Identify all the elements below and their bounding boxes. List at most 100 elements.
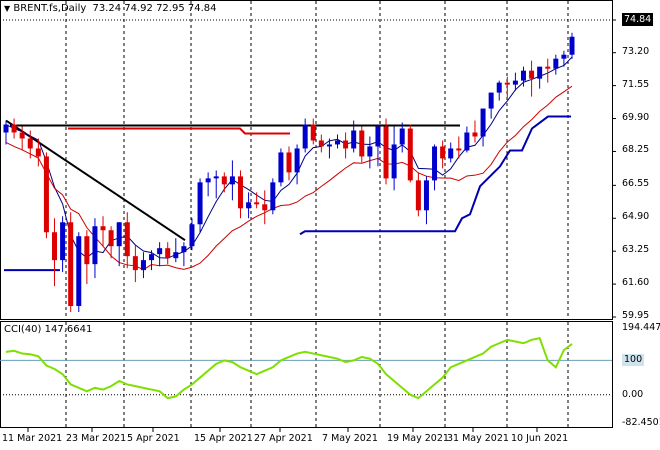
- candle: [294, 144, 300, 185]
- candle: [456, 136, 462, 159]
- candle-body: [100, 226, 106, 231]
- candle-body: [35, 148, 41, 157]
- candle-body: [488, 92, 494, 109]
- candle: [68, 212, 74, 313]
- candle: [464, 126, 470, 153]
- candle-body: [84, 236, 90, 265]
- candle-body: [213, 176, 219, 179]
- candle: [529, 60, 535, 97]
- candle-body: [367, 146, 373, 157]
- candle: [351, 120, 357, 153]
- candle: [504, 76, 510, 99]
- candle: [553, 54, 559, 75]
- cci-axis-label: 100: [622, 354, 645, 367]
- candle: [246, 192, 252, 219]
- fast-ma-line: [5, 56, 573, 259]
- candle: [383, 118, 389, 185]
- candle-body: [448, 148, 454, 159]
- candle-body: [254, 202, 260, 205]
- candle-body: [407, 128, 413, 181]
- time-axis-label: 7 May 2021: [322, 433, 378, 444]
- candle-body: [302, 124, 308, 149]
- cci-series-line: [5, 336, 573, 400]
- price-axis-label: 59.95: [622, 310, 650, 321]
- price-axis-label: 63.25: [622, 244, 650, 256]
- candle: [343, 132, 349, 159]
- price-axis-label: 64.90: [622, 211, 650, 223]
- candle: [512, 72, 518, 91]
- candle-body: [132, 256, 138, 271]
- candle: [407, 124, 413, 183]
- candle-body: [359, 130, 365, 157]
- candle-body: [480, 108, 486, 137]
- candle-body: [140, 260, 146, 271]
- candle-body: [157, 248, 163, 255]
- candle: [270, 178, 276, 215]
- candle: [221, 172, 227, 193]
- candle-body: [343, 140, 349, 149]
- candle: [254, 192, 260, 209]
- candle: [100, 216, 106, 247]
- candle: [149, 250, 155, 271]
- candle: [132, 244, 138, 283]
- symbol-label: BRENT.fs,Daily: [13, 3, 87, 14]
- candle-body: [173, 252, 179, 259]
- prev-high-level: [68, 127, 290, 135]
- candle-body: [504, 82, 510, 85]
- candle: [448, 142, 454, 163]
- candle-body: [76, 236, 82, 307]
- candle: [19, 126, 25, 151]
- cci-line: [0, 336, 612, 400]
- time-axis-label: 27 Apr 2021: [254, 433, 313, 444]
- candle: [545, 58, 551, 83]
- cci-axis-label: 194.4472: [622, 322, 660, 333]
- slow-ma-line: [5, 85, 573, 271]
- candle-body: [278, 152, 284, 183]
- time-axis-label: 5 Apr 2021: [127, 433, 180, 444]
- candle: [302, 118, 308, 153]
- candle-body: [270, 182, 276, 211]
- candle: [375, 124, 381, 167]
- candle: [335, 134, 341, 149]
- candle-body: [545, 66, 551, 69]
- candle-body: [149, 254, 155, 261]
- candle-body: [423, 180, 429, 211]
- candle: [229, 160, 235, 201]
- candle: [60, 216, 66, 273]
- candle-body: [165, 248, 171, 259]
- candle: [43, 152, 49, 239]
- time-axis-label: 15 Apr 2021: [194, 433, 253, 444]
- price-axis-label: 71.55: [622, 78, 650, 90]
- candle-body: [561, 54, 567, 59]
- price-pane-frame: [0, 0, 613, 320]
- candle-body: [529, 70, 535, 79]
- candle: [472, 120, 478, 143]
- candle: [237, 170, 243, 219]
- candle-body: [229, 176, 235, 185]
- vertical-grid: [65, 1, 569, 427]
- cci-pane-frame: [0, 321, 613, 428]
- candle-body: [326, 144, 332, 147]
- candle-body: [512, 80, 518, 85]
- price-axis-label: 61.60: [622, 277, 650, 289]
- candle-body: [399, 128, 405, 145]
- collapse-triangle-icon[interactable]: ▼: [4, 4, 11, 13]
- candle-body: [92, 226, 98, 265]
- candle-body: [108, 230, 114, 247]
- candle-body: [237, 176, 243, 209]
- candle-body: [335, 140, 341, 145]
- chart-header: ▼ BRENT.fs,Daily 73.24 74.92 72.95 74.84: [4, 3, 217, 14]
- candle-body: [43, 156, 49, 233]
- candle: [391, 126, 397, 191]
- candle-body: [496, 82, 502, 93]
- downtrend-line: [5, 119, 186, 242]
- candle: [318, 134, 324, 153]
- candle: [165, 242, 171, 265]
- candle: [205, 172, 211, 197]
- candle: [189, 218, 195, 251]
- candle-body: [383, 126, 389, 179]
- time-axis-label: 31 May 2021: [447, 433, 509, 444]
- candle: [52, 218, 58, 287]
